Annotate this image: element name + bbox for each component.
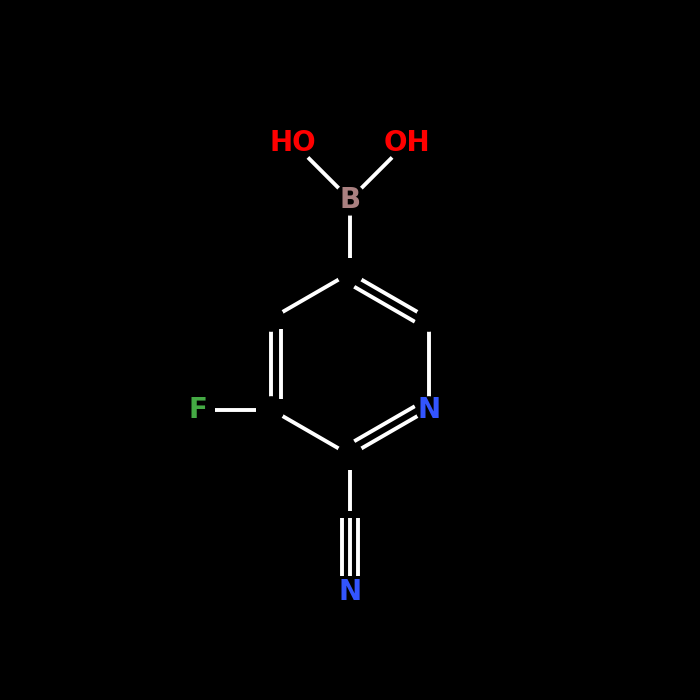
Text: N: N — [417, 395, 440, 423]
Circle shape — [337, 260, 363, 286]
Text: N: N — [338, 578, 362, 606]
Circle shape — [335, 184, 365, 215]
Text: F: F — [188, 395, 207, 423]
Circle shape — [336, 578, 364, 606]
Circle shape — [416, 306, 442, 331]
Circle shape — [258, 397, 284, 422]
Circle shape — [416, 397, 442, 422]
Text: HO: HO — [270, 129, 316, 157]
Circle shape — [337, 442, 363, 468]
Text: OH: OH — [384, 129, 430, 157]
Text: B: B — [340, 186, 360, 214]
Circle shape — [258, 306, 284, 331]
